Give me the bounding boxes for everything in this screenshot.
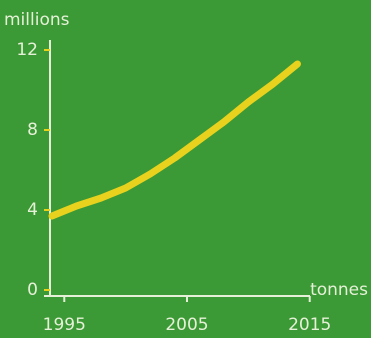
y-tick-label: 4 [27,200,38,220]
x-tick-label: 2005 [165,315,208,335]
y-axis-label: millions [4,10,70,30]
x-axis-label: tonnes [310,280,368,300]
y-tick-label: 0 [27,280,38,300]
x-tick-label: 1995 [43,315,86,335]
y-tick-label: 8 [27,120,38,140]
x-tick-label: 2015 [288,315,331,335]
data-line [48,60,301,220]
y-tick-label: 12 [16,40,38,60]
